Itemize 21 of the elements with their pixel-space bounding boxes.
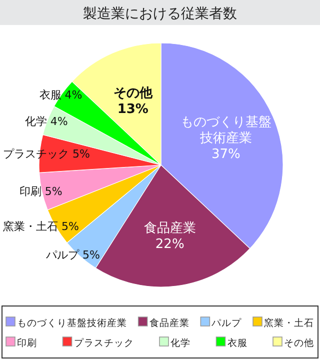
legend-label: ものづくり基盤技術産業 bbox=[17, 317, 127, 329]
legend-label: その他 bbox=[284, 337, 314, 349]
legend-label: 衣服 bbox=[227, 337, 248, 349]
category-label: 印刷 5% bbox=[19, 185, 62, 198]
category-label: 窯業・土石 5% bbox=[3, 220, 79, 233]
chart-title: 製造業における従業者数 bbox=[83, 6, 237, 22]
legend-label: 窯業・土石 bbox=[264, 317, 314, 329]
slice-label: その他 bbox=[113, 86, 154, 102]
category-label: 化学 4% bbox=[24, 114, 68, 128]
data-label: 13% bbox=[117, 102, 148, 118]
legend-label: 印刷 bbox=[17, 337, 37, 349]
category-label: 衣服 4% bbox=[39, 88, 82, 102]
legend-label: 食品産業 bbox=[149, 317, 190, 329]
legend-label: パルプ bbox=[210, 317, 243, 329]
legend-label: 化学 bbox=[170, 337, 190, 349]
data-label: 37% bbox=[211, 146, 240, 162]
data-label: 22% bbox=[155, 237, 184, 252]
category-label: パルプ 5% bbox=[46, 248, 100, 262]
legend-label: プラスチック bbox=[74, 337, 134, 349]
slice-label: 食品産業 bbox=[144, 220, 196, 236]
slice-label: ものづくり基盤技術産業 bbox=[180, 114, 272, 146]
